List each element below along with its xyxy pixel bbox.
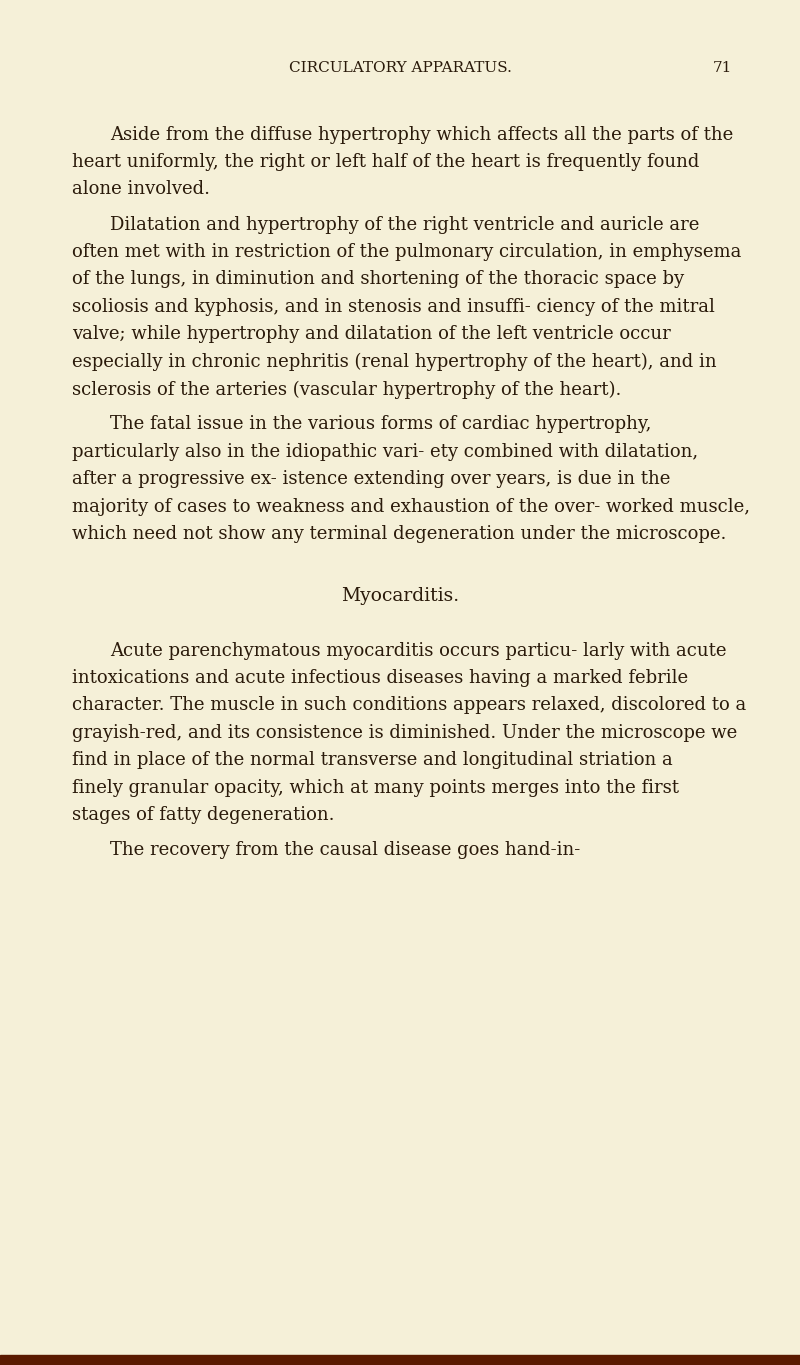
- Text: Aside from the diffuse hypertrophy which affects all the parts of the: Aside from the diffuse hypertrophy which…: [110, 126, 734, 143]
- Text: Myocarditis.: Myocarditis.: [341, 587, 459, 605]
- Text: 71: 71: [713, 61, 732, 75]
- Text: CIRCULATORY APPARATUS.: CIRCULATORY APPARATUS.: [289, 61, 511, 75]
- Text: valve; while hypertrophy and dilatation of the left ventricle occur: valve; while hypertrophy and dilatation …: [72, 325, 670, 344]
- Text: heart uniformly, the right or left half of the heart is frequently found: heart uniformly, the right or left half …: [72, 153, 699, 171]
- Text: particularly also in the idiopathic vari- ety combined with dilatation,: particularly also in the idiopathic vari…: [72, 442, 698, 461]
- Text: scoliosis and kyphosis, and in stenosis and insuffi- ciency of the mitral: scoliosis and kyphosis, and in stenosis …: [72, 298, 715, 315]
- Text: majority of cases to weakness and exhaustion of the over- worked muscle,: majority of cases to weakness and exhaus…: [72, 498, 750, 516]
- Text: finely granular opacity, which at many points merges into the first: finely granular opacity, which at many p…: [72, 779, 679, 797]
- Text: character. The muscle in such conditions appears relaxed, discolored to a: character. The muscle in such conditions…: [72, 696, 746, 714]
- Text: after a progressive ex- istence extending over years, is due in the: after a progressive ex- istence extendin…: [72, 471, 670, 489]
- Text: which need not show any terminal degeneration under the microscope.: which need not show any terminal degener…: [72, 526, 726, 543]
- Text: Dilatation and hypertrophy of the right ventricle and auricle are: Dilatation and hypertrophy of the right …: [110, 216, 700, 233]
- Text: sclerosis of the arteries (vascular hypertrophy of the heart).: sclerosis of the arteries (vascular hype…: [72, 381, 622, 399]
- Text: of the lungs, in diminution and shortening of the thoracic space by: of the lungs, in diminution and shorteni…: [72, 270, 684, 288]
- Text: find in place of the normal transverse and longitudinal striation a: find in place of the normal transverse a…: [72, 751, 673, 770]
- Text: The recovery from the causal disease goes hand-in-: The recovery from the causal disease goe…: [110, 841, 581, 860]
- Text: often met with in restriction of the pulmonary circulation, in emphysema: often met with in restriction of the pul…: [72, 243, 742, 261]
- Text: Acute parenchymatous myocarditis occurs particu- larly with acute: Acute parenchymatous myocarditis occurs …: [110, 642, 727, 659]
- Text: stages of fatty degeneration.: stages of fatty degeneration.: [72, 807, 334, 824]
- Text: intoxications and acute infectious diseases having a marked febrile: intoxications and acute infectious disea…: [72, 669, 688, 687]
- Bar: [0, 1355, 800, 1365]
- Text: alone involved.: alone involved.: [72, 180, 210, 198]
- Text: The fatal issue in the various forms of cardiac hypertrophy,: The fatal issue in the various forms of …: [110, 415, 652, 434]
- Text: grayish-red, and its consistence is diminished. Under the microscope we: grayish-red, and its consistence is dimi…: [72, 723, 738, 741]
- Text: especially in chronic nephritis (renal hypertrophy of the heart), and in: especially in chronic nephritis (renal h…: [72, 352, 717, 371]
